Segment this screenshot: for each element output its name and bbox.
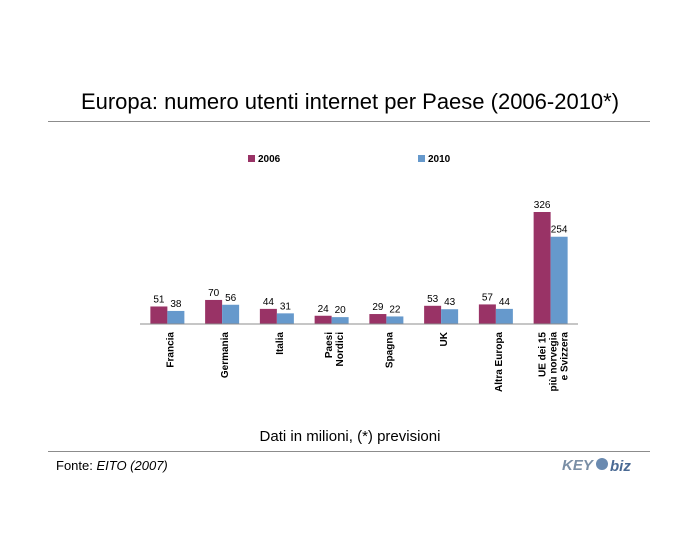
chart-note: Dati in milioni, (*) previsioni [259, 428, 441, 445]
category-label-text: Italia [275, 332, 286, 355]
value-label-2006-4: 29 [372, 302, 384, 313]
legend-label-2010: 2010 [428, 154, 451, 165]
value-label-2010-5: 43 [444, 297, 456, 308]
category-label-text: più norvegia [549, 332, 560, 392]
bar-2006-1 [205, 299, 223, 324]
category-label-4: Spagna [384, 332, 395, 369]
source-name: EITO (2007) [96, 458, 168, 473]
legend-label-2006: 2006 [258, 154, 281, 165]
value-label-2006-5: 53 [427, 294, 439, 305]
legend-swatch-2010 [418, 155, 425, 162]
value-label-2006-3: 24 [318, 304, 330, 315]
value-label-2010-2: 31 [280, 301, 292, 312]
category-label-text: Germania [220, 332, 231, 379]
bar-chart: 2006 2010 51 38 Francia 70 56 Germania 44 31 Itali… [140, 154, 578, 392]
category-label-text: Francia [165, 332, 176, 368]
value-label-2006-7: 326 [534, 200, 551, 211]
bar-2010-0 [167, 310, 185, 324]
title-divider [48, 121, 650, 122]
bar-2006-5 [424, 305, 442, 324]
category-label-3: Paesi Nordici [324, 332, 346, 367]
logo-text-left: KEY [562, 457, 595, 474]
bar-2010-2 [276, 313, 294, 324]
value-label-2010-4: 22 [389, 304, 401, 315]
bar-2010-7 [550, 236, 568, 324]
category-label-text: Nordici [335, 332, 346, 367]
category-label-text: Altra Europa [494, 332, 505, 392]
bar-2006-7 [533, 212, 551, 324]
keybiz-logo: KEY biz [562, 457, 631, 475]
value-label-2010-7: 254 [551, 225, 568, 236]
value-label-2006-1: 70 [208, 288, 220, 299]
value-label-2006-2: 44 [263, 297, 275, 308]
bar-2010-3 [331, 317, 349, 324]
logo-text-right: biz [610, 458, 631, 475]
chart-title: Europa: numero utenti internet per Paese… [80, 89, 620, 114]
source-label: Fonte: [56, 458, 97, 473]
legend-swatch-2006 [248, 155, 255, 162]
bar-2006-0 [150, 306, 168, 324]
logo-mark-icon [596, 458, 608, 470]
category-label-7: UE dei 15 più norvegia e Svizzera [538, 332, 571, 392]
category-label-0: Francia [165, 332, 176, 368]
bar-2010-1 [222, 304, 240, 324]
source-citation: Fonte: EITO (2007) [56, 458, 168, 473]
category-label-6: Altra Europa [494, 332, 505, 392]
value-label-2010-3: 20 [335, 305, 347, 316]
bar-2006-4 [369, 314, 387, 324]
footer-divider [48, 451, 650, 452]
category-label-5: UK [439, 331, 450, 346]
value-label-2010-0: 38 [170, 299, 182, 310]
value-label-2006-6: 57 [482, 292, 494, 303]
category-label-text: UK [439, 331, 450, 346]
bar-2006-6 [478, 304, 496, 324]
category-label-text: Spagna [384, 332, 395, 369]
bar-2010-6 [495, 308, 513, 324]
category-label-text: e Svizzera [560, 332, 571, 381]
category-label-text: UE dei 15 [538, 332, 549, 377]
bar-2010-4 [386, 316, 404, 324]
category-label-1: Germania [220, 332, 231, 379]
value-label-2010-1: 56 [225, 293, 237, 304]
category-label-text: Paesi [324, 332, 335, 358]
bar-2006-2 [259, 308, 277, 324]
value-label-2006-0: 51 [153, 294, 165, 305]
bar-2006-3 [314, 315, 332, 324]
category-label-2: Italia [275, 332, 286, 355]
bar-2010-5 [441, 309, 459, 324]
value-label-2010-6: 44 [499, 297, 511, 308]
